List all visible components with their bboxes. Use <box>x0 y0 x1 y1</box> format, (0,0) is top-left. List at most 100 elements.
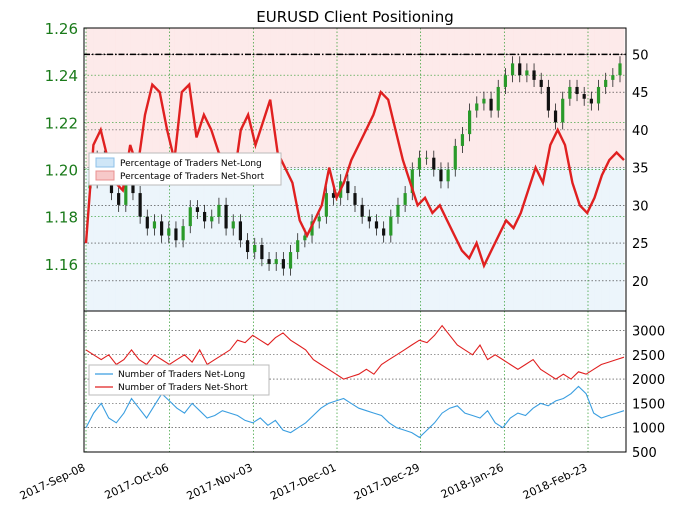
net-long-area-segment <box>469 167 478 311</box>
candle-body <box>503 75 508 87</box>
price-positioning-panel <box>83 27 627 312</box>
candle-body <box>596 86 601 104</box>
net-short-area-segment <box>483 28 492 168</box>
candle-body <box>475 103 479 111</box>
net-long-area-segment <box>307 167 315 311</box>
net-long-area-segment <box>506 167 514 311</box>
candle-body <box>267 259 271 264</box>
net-long-area-segment <box>366 167 374 311</box>
candle-body <box>510 63 515 76</box>
candle-body <box>160 221 164 236</box>
right-axis-tick-label: 45 <box>632 86 649 101</box>
candle-body <box>317 216 321 222</box>
candle-body <box>589 98 593 104</box>
net-short-area-segment <box>572 28 581 168</box>
candle-body <box>532 70 536 80</box>
net-long-area-segment <box>211 167 220 311</box>
net-long-area-segment <box>196 167 205 311</box>
net-short-area-segment <box>476 28 485 168</box>
net-long-area-segment <box>240 167 249 311</box>
net-short-percentage-line <box>84 82 625 269</box>
net-long-area-segment <box>262 167 271 311</box>
net-short-area-segment <box>226 28 234 168</box>
legend-bottom: Number of Traders Net-Long Number of Tra… <box>88 364 270 396</box>
x-axis-tick-label: 2017-Dec-29 <box>352 461 422 503</box>
candle-body <box>224 204 228 229</box>
net-short-area-segment <box>86 28 94 168</box>
net-short-area-segment <box>410 28 419 168</box>
net-long-area-segment <box>321 167 330 311</box>
candle-body <box>331 193 336 198</box>
candle-body <box>117 193 121 205</box>
net-long-area-segment <box>152 167 161 311</box>
net-long-area-segment <box>189 167 198 311</box>
net-short-area-segment <box>491 28 500 168</box>
net-long-area-segment <box>461 167 470 311</box>
net-short-area-segment <box>240 28 249 168</box>
x-axis-tick-label: 2018-Jan-26 <box>439 461 506 501</box>
candle-body <box>496 86 500 111</box>
net-short-area-segment <box>550 28 559 168</box>
net-long-area-segment <box>336 167 345 311</box>
candle-body <box>210 216 214 222</box>
net-long-area-segment <box>86 167 94 311</box>
candle-body <box>145 216 149 229</box>
net-long-area-segment <box>137 167 146 311</box>
net-short-area-segment <box>417 28 426 168</box>
candle-body <box>274 259 278 264</box>
net-long-area-segment <box>454 167 463 311</box>
candle-body <box>525 70 529 76</box>
count-axis-tick-label: 2000 <box>632 373 665 388</box>
candle-body <box>446 169 450 182</box>
candle-body <box>432 157 436 170</box>
candle-body <box>611 75 615 80</box>
net-long-area-segment <box>565 167 573 311</box>
count-series-line <box>85 324 625 380</box>
net-long-area-segment <box>108 167 116 311</box>
net-short-area-segment <box>609 28 618 168</box>
candle-body <box>310 221 314 236</box>
net-long-area-segment <box>144 167 153 311</box>
left-axis-tick-label: 1.24 <box>45 67 78 85</box>
net-long-area-segment <box>557 167 566 311</box>
net-short-area-segment <box>159 28 168 168</box>
net-long-area-segment <box>115 167 124 311</box>
net-short-area-segment <box>292 28 301 168</box>
right-axis-tick-label: 50 <box>632 48 649 63</box>
candle-body <box>425 157 429 159</box>
legend-swatch-net-short <box>95 170 115 181</box>
candle-body <box>288 252 293 269</box>
legend-label-net-short: Percentage of Traders Net-Short <box>120 172 265 182</box>
candle-body <box>152 221 157 229</box>
net-short-area-segment <box>189 28 198 168</box>
bottom-panel-frame <box>83 310 627 453</box>
net-long-area-segment <box>93 167 102 311</box>
candle-body <box>546 86 550 111</box>
net-long-area-segment <box>351 167 360 311</box>
candle-body <box>604 79 608 87</box>
net-long-area-segment <box>425 167 433 311</box>
right-axis-tick-label: 20 <box>632 275 649 290</box>
x-axis-tick-label: 2017-Sep-08 <box>18 461 88 503</box>
net-long-area-segment <box>528 167 537 311</box>
net-short-area-segment <box>137 28 146 168</box>
candle-body <box>353 193 357 205</box>
net-short-area-segment <box>115 28 124 168</box>
net-long-area-segment <box>410 167 419 311</box>
candle-body <box>582 94 586 99</box>
net-short-area-segment <box>299 28 308 168</box>
left-axis-tick-label: 1.20 <box>45 162 78 180</box>
net-short-area-segment <box>343 28 352 168</box>
net-short-area-segment <box>366 28 374 168</box>
net-short-area-segment <box>439 28 448 168</box>
left-axis-tick-label: 1.22 <box>45 114 78 132</box>
net-long-area-segment <box>417 167 426 311</box>
net-short-area-segment <box>513 28 522 168</box>
net-long-area-segment <box>447 167 455 311</box>
net-short-area-segment <box>307 28 315 168</box>
chart-title: EURUSD Client Positioning <box>256 8 454 26</box>
net-long-area-segment <box>292 167 301 311</box>
net-short-area-segment <box>152 28 161 168</box>
net-short-area-segment <box>432 28 441 168</box>
candle-body <box>138 193 142 217</box>
